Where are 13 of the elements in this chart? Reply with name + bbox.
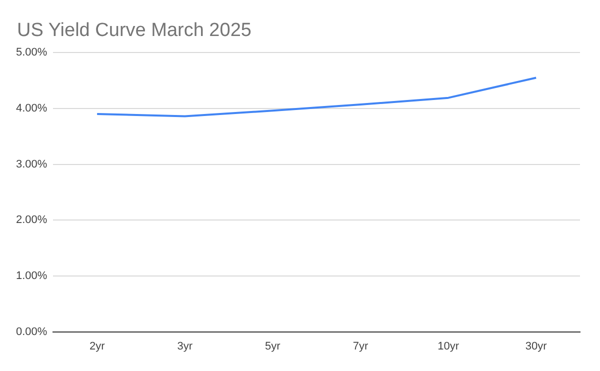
chart-title: US Yield Curve March 2025 [17, 20, 252, 42]
y-tick-label: 1.00% [16, 270, 48, 282]
x-tick-label: 5yr [265, 340, 281, 352]
x-tick-label: 10yr [438, 340, 460, 352]
x-tick-label: 30yr [525, 340, 548, 352]
y-tick-label: 5.00% [16, 46, 48, 59]
y-tick-label: 3.00% [16, 158, 48, 170]
y-tick-label: 4.00% [16, 102, 48, 114]
x-tick-label: 7yr [352, 340, 368, 352]
x-tick-label: 2yr [89, 340, 106, 352]
y-tick-label: 0.00% [16, 326, 48, 338]
y-tick-label: 2.00% [16, 214, 48, 226]
x-tick-label: 3yr [177, 340, 193, 352]
